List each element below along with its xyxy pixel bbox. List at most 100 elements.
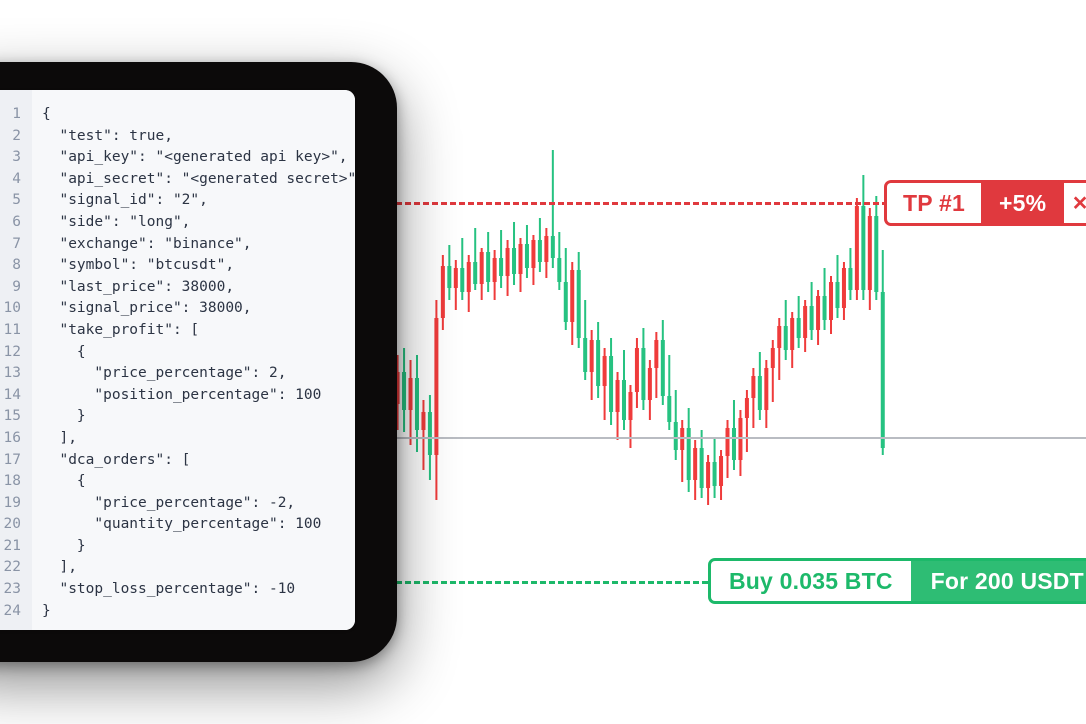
- code-line: {: [42, 473, 86, 490]
- close-icon[interactable]: ×: [1064, 183, 1086, 223]
- dca-buy-badge[interactable]: Buy 0.035 BTC For 200 USDT ×: [708, 558, 1086, 604]
- line-number: 21: [3, 537, 21, 554]
- line-number: 13: [3, 365, 21, 382]
- candle-down: [395, 372, 400, 404]
- code-line: ],: [42, 559, 77, 576]
- line-number: 3: [12, 149, 21, 166]
- candle-down: [680, 428, 685, 450]
- line-number: 6: [12, 213, 21, 230]
- candle-up: [880, 292, 885, 448]
- candle-up: [848, 268, 853, 290]
- line-number: 14: [3, 386, 21, 403]
- candle-down: [453, 268, 458, 288]
- line-number: 16: [3, 429, 21, 446]
- line-number: 18: [3, 473, 21, 490]
- candle-up: [414, 378, 419, 430]
- take-profit-badge[interactable]: TP #1 +5% ×: [884, 180, 1086, 226]
- candle-up: [524, 244, 529, 268]
- dca-badge-value: For 200 USDT: [910, 561, 1086, 601]
- line-number: 8: [12, 257, 21, 274]
- candle-down: [706, 462, 711, 488]
- candle-down: [777, 326, 782, 348]
- candle-down: [544, 236, 549, 262]
- candle-down: [492, 258, 497, 282]
- line-number: 19: [3, 494, 21, 511]
- candle-down: [751, 376, 756, 398]
- code-line: }: [42, 408, 86, 425]
- candle-up: [486, 252, 491, 282]
- candle-down: [829, 282, 834, 320]
- candle-down: [770, 348, 775, 368]
- candle-up: [473, 262, 478, 284]
- candle-up: [499, 258, 504, 276]
- candle-down: [434, 318, 439, 455]
- candle-down: [654, 340, 659, 368]
- candle-up: [712, 462, 717, 486]
- candle-up: [809, 306, 814, 330]
- candle-wick: [681, 420, 684, 482]
- candle-down: [570, 270, 575, 322]
- candle-up: [731, 428, 736, 460]
- line-number-gutter: 1 2 3 4 5 6 7 8 9 10 11 12 13 14 15 16 17 18 19 20 21 22 23 24: [0, 90, 32, 630]
- candle-up: [673, 422, 678, 450]
- candle-up: [583, 338, 588, 372]
- code-line: "price_percentage": -2,: [42, 494, 296, 511]
- candle-up: [874, 216, 879, 292]
- candle-up: [460, 268, 465, 292]
- line-number: 5: [12, 192, 21, 209]
- candle-wick: [778, 318, 781, 380]
- candle-up: [667, 396, 672, 422]
- line-number: 24: [3, 602, 21, 619]
- candle-down: [602, 356, 607, 386]
- line-number: 11: [3, 321, 21, 338]
- candle-down: [634, 348, 639, 392]
- candle-wick: [668, 355, 671, 430]
- candle-down: [518, 244, 523, 274]
- candle-up: [686, 428, 691, 480]
- line-number: 23: [3, 581, 21, 598]
- code-content[interactable]: { "test": true, "api_key": "<generated a…: [32, 90, 355, 630]
- candle-up: [783, 326, 788, 350]
- candle-wick: [474, 228, 477, 290]
- line-number: 22: [3, 559, 21, 576]
- code-line: }: [42, 537, 86, 554]
- candle-down: [816, 296, 821, 330]
- line-number: 12: [3, 343, 21, 360]
- dca-badge-label: Buy 0.035 BTC: [711, 561, 911, 601]
- code-line: "test": true,: [42, 127, 173, 144]
- candle-up: [699, 448, 704, 488]
- code-line: "price_percentage": 2,: [42, 365, 287, 382]
- candle-down: [479, 252, 484, 284]
- candle-down: [803, 306, 808, 338]
- candle-wick: [745, 390, 748, 452]
- candle-up: [576, 270, 581, 338]
- candle-down: [589, 340, 594, 372]
- json-config-editor[interactable]: 1 2 3 4 5 6 7 8 9 10 11 12 13 14 15 16 17 18 19 20 21 22 23 24 …: [0, 90, 355, 630]
- candle-up: [447, 266, 452, 288]
- tp-badge-label: TP #1: [887, 183, 981, 223]
- code-line: "dca_orders": [: [42, 451, 191, 468]
- candle-up: [641, 348, 646, 400]
- line-number: 17: [3, 451, 21, 468]
- line-number: 20: [3, 516, 21, 533]
- tp-badge-value: +5%: [980, 183, 1065, 223]
- line-number: 4: [12, 170, 21, 187]
- candle-down: [628, 392, 633, 420]
- candle-down: [867, 216, 872, 290]
- line-number: 9: [12, 278, 21, 295]
- candle-up: [835, 282, 840, 308]
- candle-up: [609, 356, 614, 412]
- candle-up: [563, 282, 568, 322]
- candle-down: [693, 448, 698, 480]
- code-line: "take_profit": [: [42, 321, 200, 338]
- line-number: 1: [12, 106, 21, 122]
- candle-up: [427, 412, 432, 455]
- candle-down: [505, 248, 510, 276]
- candle-up: [537, 240, 542, 262]
- code-line: "symbol": "btcusdt",: [42, 257, 235, 274]
- candle-down: [725, 428, 730, 456]
- code-line: {: [42, 343, 86, 360]
- candle-down: [738, 418, 743, 460]
